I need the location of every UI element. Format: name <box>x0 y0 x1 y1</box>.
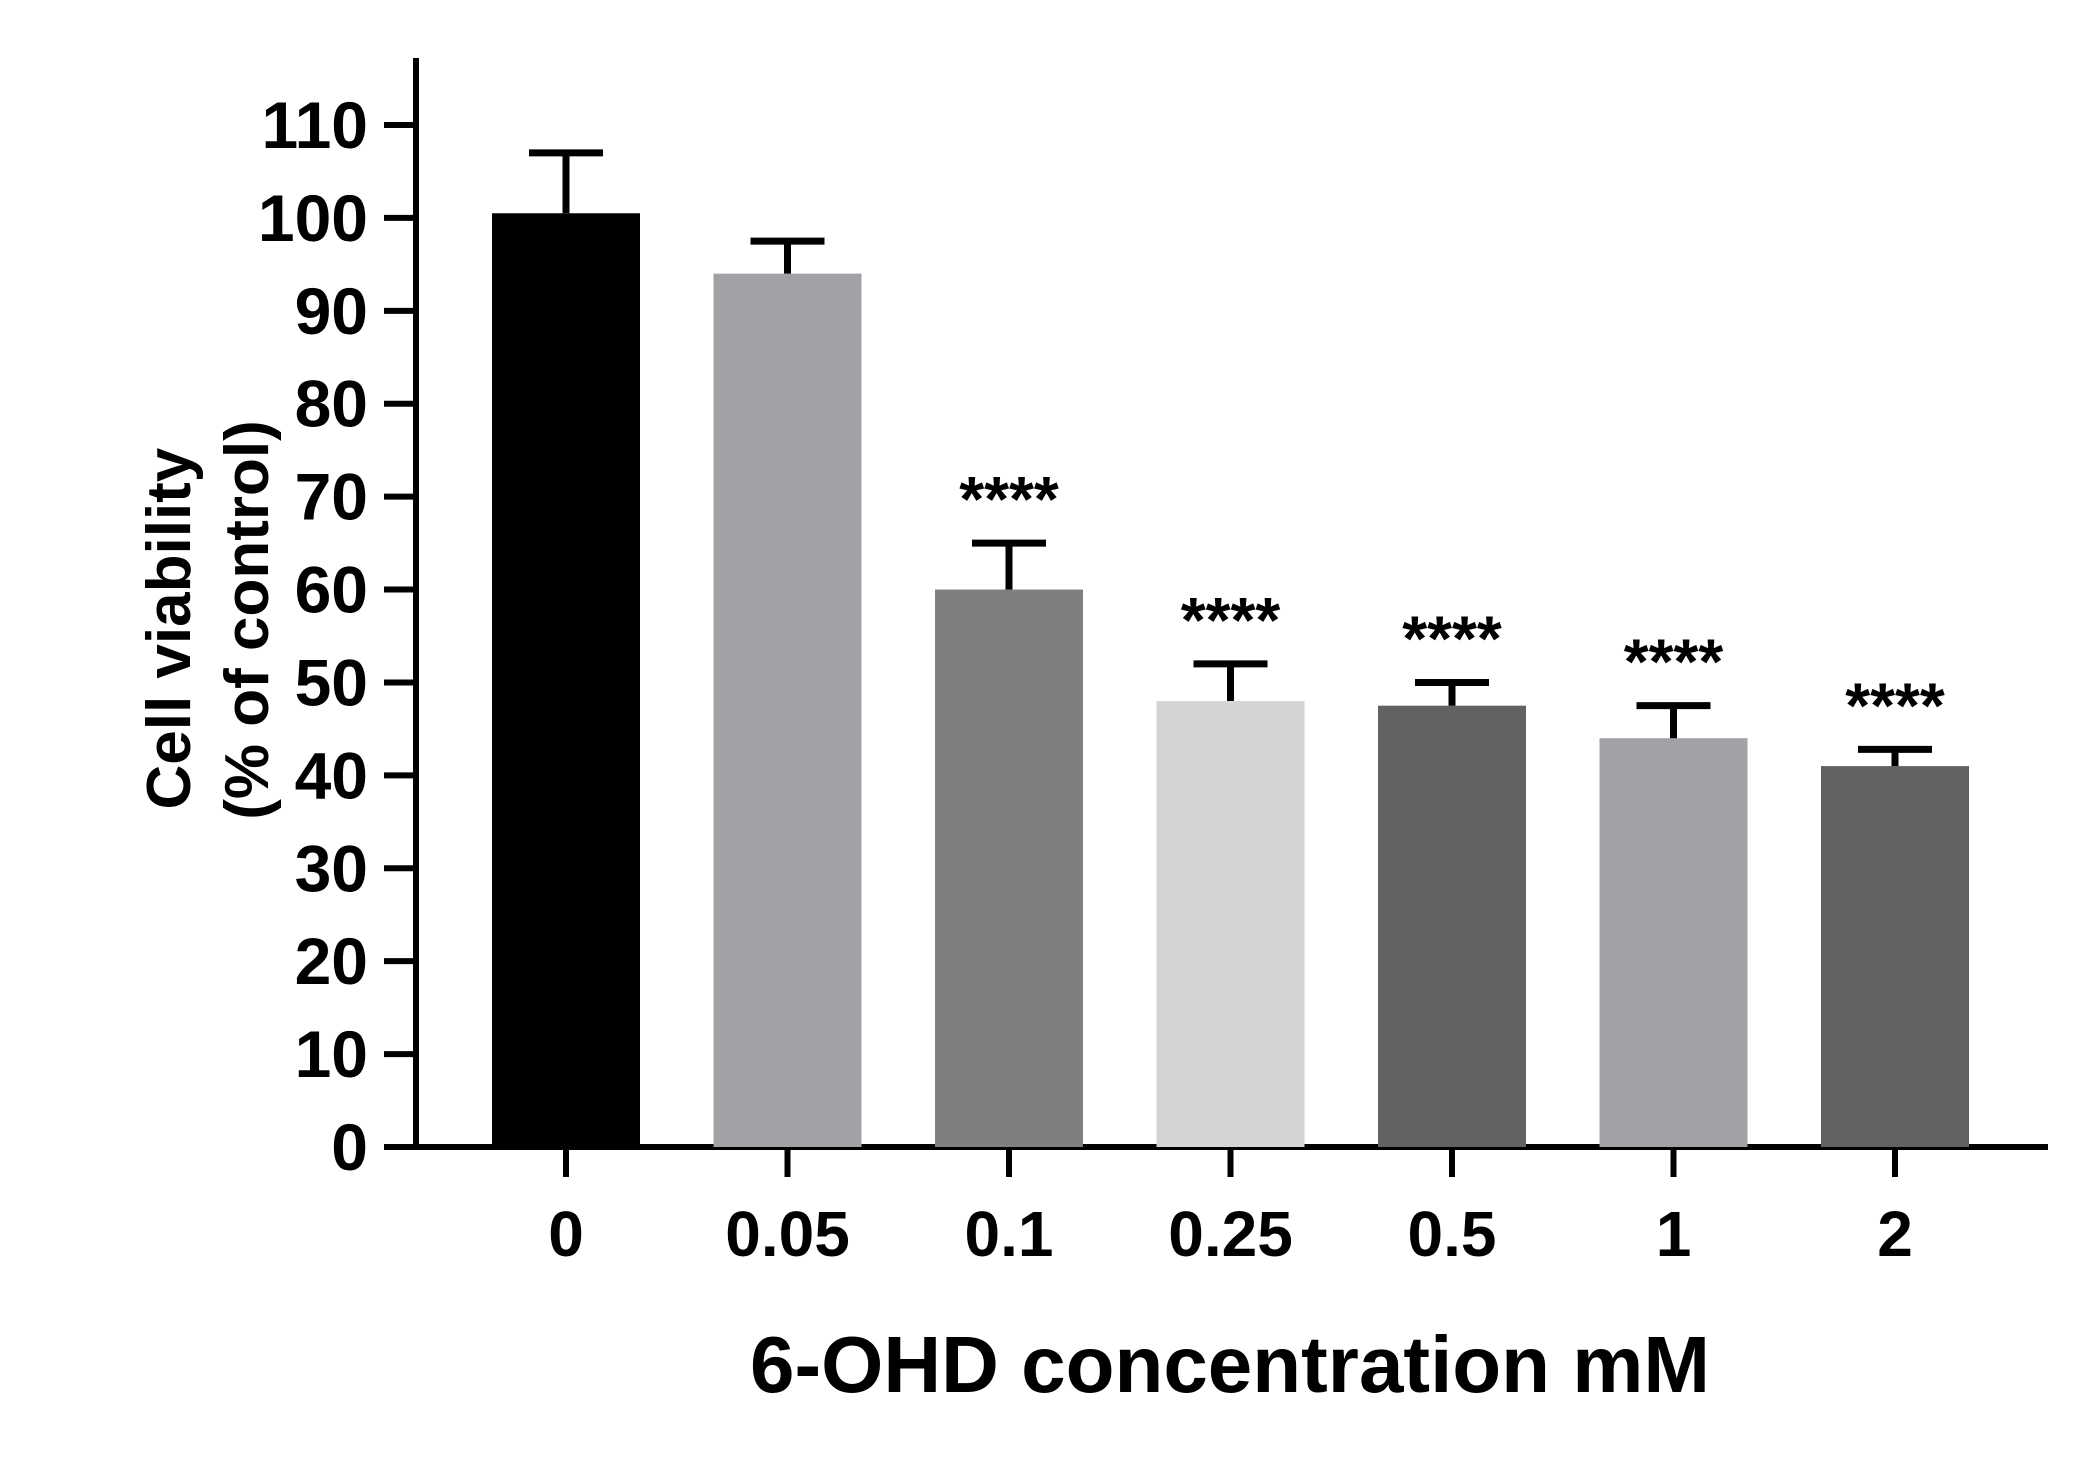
y-tick-label-70: 70 <box>295 460 368 534</box>
x-tick-label-0.25: 0.25 <box>1168 1198 1293 1270</box>
y-tick-label-100: 100 <box>258 181 368 255</box>
y-axis-title-line2: (% of control) <box>213 420 282 820</box>
y-tick-label-20: 20 <box>295 924 368 998</box>
bar-0.1 <box>935 589 1083 1147</box>
y-tick-label-110: 110 <box>262 88 368 162</box>
y-tick-label-0: 0 <box>331 1110 368 1184</box>
x-tick-label-0.1: 0.1 <box>965 1198 1054 1270</box>
y-tick-label-80: 80 <box>295 367 368 441</box>
bar-2 <box>1821 766 1969 1147</box>
y-axis: 0 10 20 30 40 50 60 70 80 90 100 110 <box>258 58 419 1184</box>
y-tick-label-10: 10 <box>295 1017 368 1091</box>
x-tick-label-1: 1 <box>1656 1198 1692 1270</box>
y-tick-label-40: 40 <box>295 738 368 812</box>
y-tick-label-60: 60 <box>295 553 368 627</box>
y-tick-label-30: 30 <box>295 831 368 905</box>
x-tick-label-0.5: 0.5 <box>1408 1198 1497 1270</box>
significance-label-1: **** <box>1624 626 1724 698</box>
significance-label-0.25: **** <box>1181 584 1281 656</box>
bar-1 <box>1599 738 1748 1147</box>
x-axis-title: 6-OHD concentration mM <box>750 1320 1710 1409</box>
error-bars <box>529 149 1932 767</box>
bars <box>492 213 1969 1147</box>
x-axis: 0 0.05 0.1 0.25 0.5 1 2 <box>384 1144 2048 1270</box>
bar-0.05 <box>713 273 862 1147</box>
x-tick-label-2: 2 <box>1877 1198 1913 1270</box>
y-tick-label-90: 90 <box>295 274 368 348</box>
bar-0.25 <box>1156 701 1305 1147</box>
x-tick-label-0: 0 <box>548 1198 584 1270</box>
significance-markers: **** **** **** **** **** <box>959 463 1945 741</box>
bar-0 <box>492 213 640 1147</box>
y-axis-title-line1: Cell viability <box>135 447 204 809</box>
bar-0.5 <box>1378 705 1526 1147</box>
significance-label-2: **** <box>1845 669 1945 741</box>
x-tick-label-0.05: 0.05 <box>725 1198 850 1270</box>
significance-label-0.1: **** <box>959 463 1059 535</box>
y-axis-title: Cell viability (% of control) <box>135 420 282 820</box>
significance-label-0.5: **** <box>1402 602 1502 674</box>
y-tick-label-50: 50 <box>295 645 368 719</box>
